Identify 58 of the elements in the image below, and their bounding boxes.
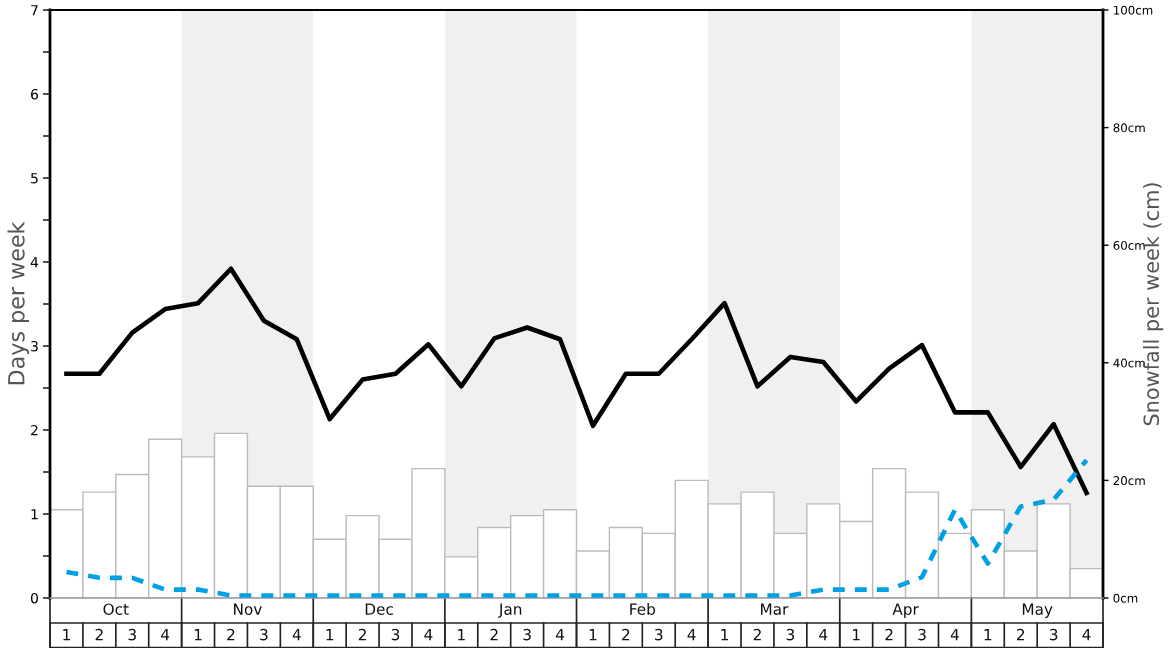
x-tick-label: 4 <box>555 629 565 641</box>
x-tick-label: 1 <box>194 629 202 641</box>
text: Mar <box>761 603 789 615</box>
x-tick-label: 3 <box>786 628 795 641</box>
y-tick-label: 3 <box>31 340 38 352</box>
x-tick-label: 4 <box>687 629 696 641</box>
x-tick-label: 1 <box>721 629 729 641</box>
x-tick-label: 1 <box>589 629 597 641</box>
y-tick-label: 1 <box>31 509 38 520</box>
x-tick-label: 2 <box>490 628 498 641</box>
x-tick-label: 1 <box>458 629 465 641</box>
x-tick-label: 4 <box>819 629 828 641</box>
x-tick-label: 2 <box>358 628 366 641</box>
x-tick-label: 1 <box>326 629 334 641</box>
text: Nov <box>234 603 262 615</box>
x-tick-label: 4 <box>424 629 433 641</box>
x-tick-label: 2 <box>622 628 630 641</box>
x-tick-label: 4 <box>161 629 170 641</box>
y2-axis-title: Snowfall per week (cm) <box>1143 183 1164 426</box>
x-tick-label: 3 <box>523 628 531 641</box>
text: May <box>1022 603 1053 618</box>
line-series <box>64 266 1089 496</box>
line-series <box>64 457 1089 598</box>
x-tick-label: 3 <box>918 628 926 641</box>
x-tick-label: 4 <box>292 629 301 641</box>
y2-tick-label: 60cm <box>1113 240 1145 250</box>
y2-tick-label: 80cm <box>1113 123 1145 133</box>
x-tick-label: 2 <box>227 628 235 641</box>
x-tick-label: 3 <box>655 628 663 641</box>
x-tick-label: 4 <box>950 629 959 641</box>
y-tick-label: 2 <box>31 424 38 436</box>
y2-tick-label: 0cm <box>1113 593 1138 603</box>
x-tick-label: 3 <box>128 628 136 641</box>
x-tick-label: 4 <box>1082 629 1091 641</box>
x-tick-label: 3 <box>1049 628 1058 641</box>
y2-tick-label: 40cm <box>1113 358 1145 368</box>
y-tick-label: 7 <box>31 5 38 16</box>
y2-tick-label: 100cm <box>1114 5 1153 15</box>
y-tick-label: 0 <box>30 592 38 604</box>
text: Jan <box>498 603 522 618</box>
x-tick-label: 2 <box>95 628 103 641</box>
x-tick-label: 2 <box>885 628 893 641</box>
x-tick-label: 2 <box>753 628 761 641</box>
text: Oct <box>103 603 129 615</box>
x-tick-label: 1 <box>853 629 860 641</box>
x-tick-label: 3 <box>260 628 268 641</box>
y-tick-label: 5 <box>31 173 38 184</box>
x-tick-label: 2 <box>1016 628 1025 641</box>
x-tick-label: 3 <box>391 628 400 641</box>
y-axis-title: Days per week <box>7 221 29 385</box>
y-tick-label: 6 <box>31 88 39 100</box>
x-tick-label: 1 <box>63 629 70 641</box>
y2-tick-label: 20cm <box>1113 476 1145 486</box>
text: Feb <box>630 603 655 615</box>
x-tick-label: 1 <box>984 629 992 641</box>
y-tick-label: 4 <box>30 257 39 268</box>
text: Apr <box>892 603 919 618</box>
text: Dec <box>365 603 393 615</box>
